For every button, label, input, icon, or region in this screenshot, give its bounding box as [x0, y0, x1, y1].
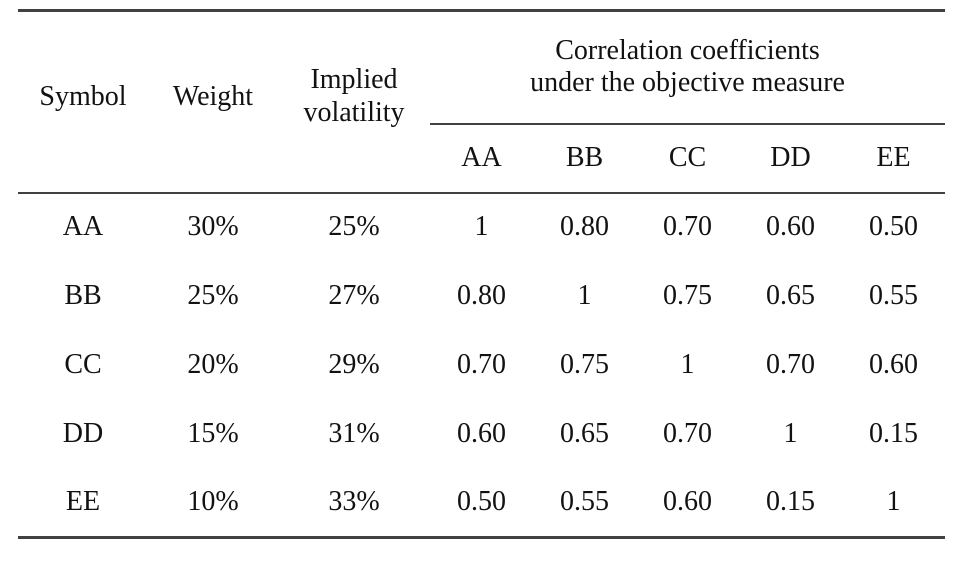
cell-correlation-aa: 0.80 — [457, 279, 506, 311]
cell-correlation-ee: 0.15 — [869, 417, 919, 449]
cell-correlation-bb: 0.65 — [560, 417, 609, 449]
cell-symbol: DD — [62, 417, 104, 449]
correlation-group-line1: Correlation coefficients — [555, 34, 820, 66]
col-header-corr-ee: EE — [842, 123, 946, 194]
cell-correlation-cc: 0.70 — [663, 417, 712, 449]
cell-correlation-ee: 0.60 — [869, 348, 919, 380]
table-row-bb: BB 25% 27% 0.80 1 0.75 0.65 0.55 — [18, 262, 945, 331]
correlation-group-line2: under the objective measure — [530, 67, 845, 99]
cell-symbol: BB — [64, 279, 102, 311]
cell-correlation-bb: 0.80 — [560, 211, 609, 243]
cell-correlation-bb: 0.55 — [560, 486, 609, 518]
cell-implied-volatility: 25% — [328, 211, 380, 243]
implied-volatility-line1: Implied — [310, 64, 398, 96]
col-header-implied-volatility: Implied volatility — [278, 10, 430, 194]
cell-implied-volatility: 27% — [328, 279, 380, 311]
cell-correlation-aa: 0.50 — [457, 486, 506, 518]
cell-correlation-dd: 0.70 — [766, 348, 815, 380]
cell-symbol: EE — [65, 486, 101, 518]
cell-correlation-bb: 1 — [577, 279, 592, 311]
col-header-corr-dd: DD — [739, 123, 842, 194]
cell-correlation-ee: 0.55 — [869, 279, 919, 311]
cell-correlation-cc: 0.60 — [663, 486, 712, 518]
table-row-aa: AA 30% 25% 1 0.80 0.70 0.60 0.50 — [18, 193, 945, 262]
col-header-corr-bb: BB — [533, 123, 636, 194]
cell-correlation-cc: 1 — [680, 348, 695, 380]
cell-weight: 30% — [187, 211, 239, 243]
cell-correlation-bb: 0.75 — [560, 348, 609, 380]
cell-correlation-aa: 0.60 — [457, 417, 506, 449]
cell-correlation-cc: 0.70 — [663, 211, 712, 243]
cell-weight: 20% — [187, 348, 239, 380]
table-header: Symbol Weight Implied volatility Correlat… — [18, 10, 946, 194]
cell-correlation-dd: 0.60 — [766, 211, 815, 243]
cell-implied-volatility: 31% — [328, 417, 380, 449]
cell-correlation-dd: 0.15 — [766, 486, 815, 518]
cell-correlation-aa: 1 — [474, 211, 489, 243]
cell-correlation-cc: 0.75 — [663, 279, 712, 311]
cell-implied-volatility: 33% — [328, 486, 380, 518]
header-row-correlation-symbols: AA BB CC DD EE — [18, 123, 946, 194]
col-header-corr-cc: CC — [636, 123, 739, 194]
col-header-symbol: Symbol — [18, 10, 148, 194]
cell-implied-volatility: 29% — [328, 348, 380, 380]
table-row-dd: DD 15% 31% 0.60 0.65 0.70 1 0.15 — [18, 400, 945, 469]
header-row-top: Symbol Weight Implied volatility Correlat… — [18, 10, 946, 194]
cell-symbol: AA — [62, 211, 104, 243]
cell-weight: 10% — [187, 486, 239, 518]
table-row-cc: CC 20% 29% 0.70 0.75 1 0.70 0.60 — [18, 331, 945, 400]
cell-symbol: CC — [64, 348, 102, 380]
col-header-weight: Weight — [148, 10, 278, 194]
cell-correlation-ee: 1 — [886, 486, 901, 518]
cell-correlation-dd: 0.65 — [766, 279, 815, 311]
asset-correlation-table: Symbol Weight Implied volatility Correlat… — [18, 9, 946, 539]
cell-correlation-ee: 0.50 — [869, 211, 919, 243]
cell-correlation-dd: 1 — [783, 417, 798, 449]
table-body: AA 30% 25% 1 0.80 0.70 0.60 0.50 BB 25% … — [18, 193, 945, 538]
cell-correlation-aa: 0.70 — [457, 348, 506, 380]
col-header-corr-aa: AA — [430, 123, 533, 194]
col-group-header-correlation: Correlation coefficients under the object… — [430, 10, 946, 125]
cell-weight: 25% — [187, 279, 239, 311]
cell-weight: 15% — [187, 417, 239, 449]
implied-volatility-line2: volatility — [303, 96, 405, 128]
table-row-ee: EE 10% 33% 0.50 0.55 0.60 0.15 1 — [18, 469, 945, 538]
